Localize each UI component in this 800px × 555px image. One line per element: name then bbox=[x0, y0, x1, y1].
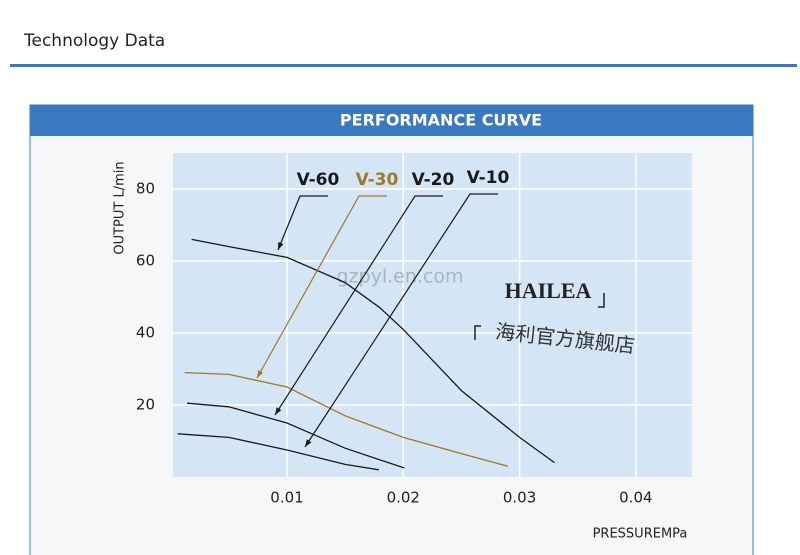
legend-leader bbox=[256, 195, 387, 379]
series-line bbox=[177, 433, 379, 471]
arrow-head bbox=[275, 407, 282, 415]
header-title: Technology Data bbox=[23, 31, 165, 51]
y-tick-label: 60 bbox=[136, 252, 155, 270]
legend-label: V-10 bbox=[467, 168, 510, 188]
x-tick-label: 0.02 bbox=[387, 489, 420, 507]
y-tick-label: 40 bbox=[136, 324, 155, 342]
banner bbox=[30, 105, 753, 136]
legend-leader bbox=[277, 195, 328, 251]
series-line bbox=[191, 238, 555, 464]
x-tick-label: 0.03 bbox=[503, 489, 536, 507]
arrow-head bbox=[257, 370, 264, 378]
y-tick-label: 80 bbox=[136, 180, 155, 198]
logo-bracket bbox=[474, 293, 605, 340]
series-line bbox=[184, 371, 509, 467]
x-tick-label: 0.01 bbox=[270, 489, 303, 507]
banner-title: PERFORMANCE CURVE bbox=[340, 111, 542, 130]
legend-leader bbox=[304, 193, 498, 448]
legend-leader bbox=[274, 195, 443, 416]
y-axis-label: OUTPUT L/min bbox=[113, 161, 128, 254]
arrow-head bbox=[278, 242, 284, 250]
plot-area bbox=[173, 153, 692, 477]
x-axis-label: PRESSUREMPa bbox=[593, 527, 688, 542]
legend-label: V-20 bbox=[412, 170, 455, 190]
y-tick-label: 20 bbox=[136, 396, 155, 414]
x-tick-label: 0.04 bbox=[619, 489, 652, 507]
legend-label: V-60 bbox=[297, 170, 340, 190]
legend-label: V-30 bbox=[356, 170, 399, 190]
watermark-brand: HAILEA bbox=[505, 278, 592, 303]
watermark-site: gzpyl.en.com bbox=[336, 266, 463, 288]
series-line bbox=[186, 402, 405, 469]
header-rule bbox=[10, 64, 797, 67]
arrow-head bbox=[305, 439, 312, 447]
